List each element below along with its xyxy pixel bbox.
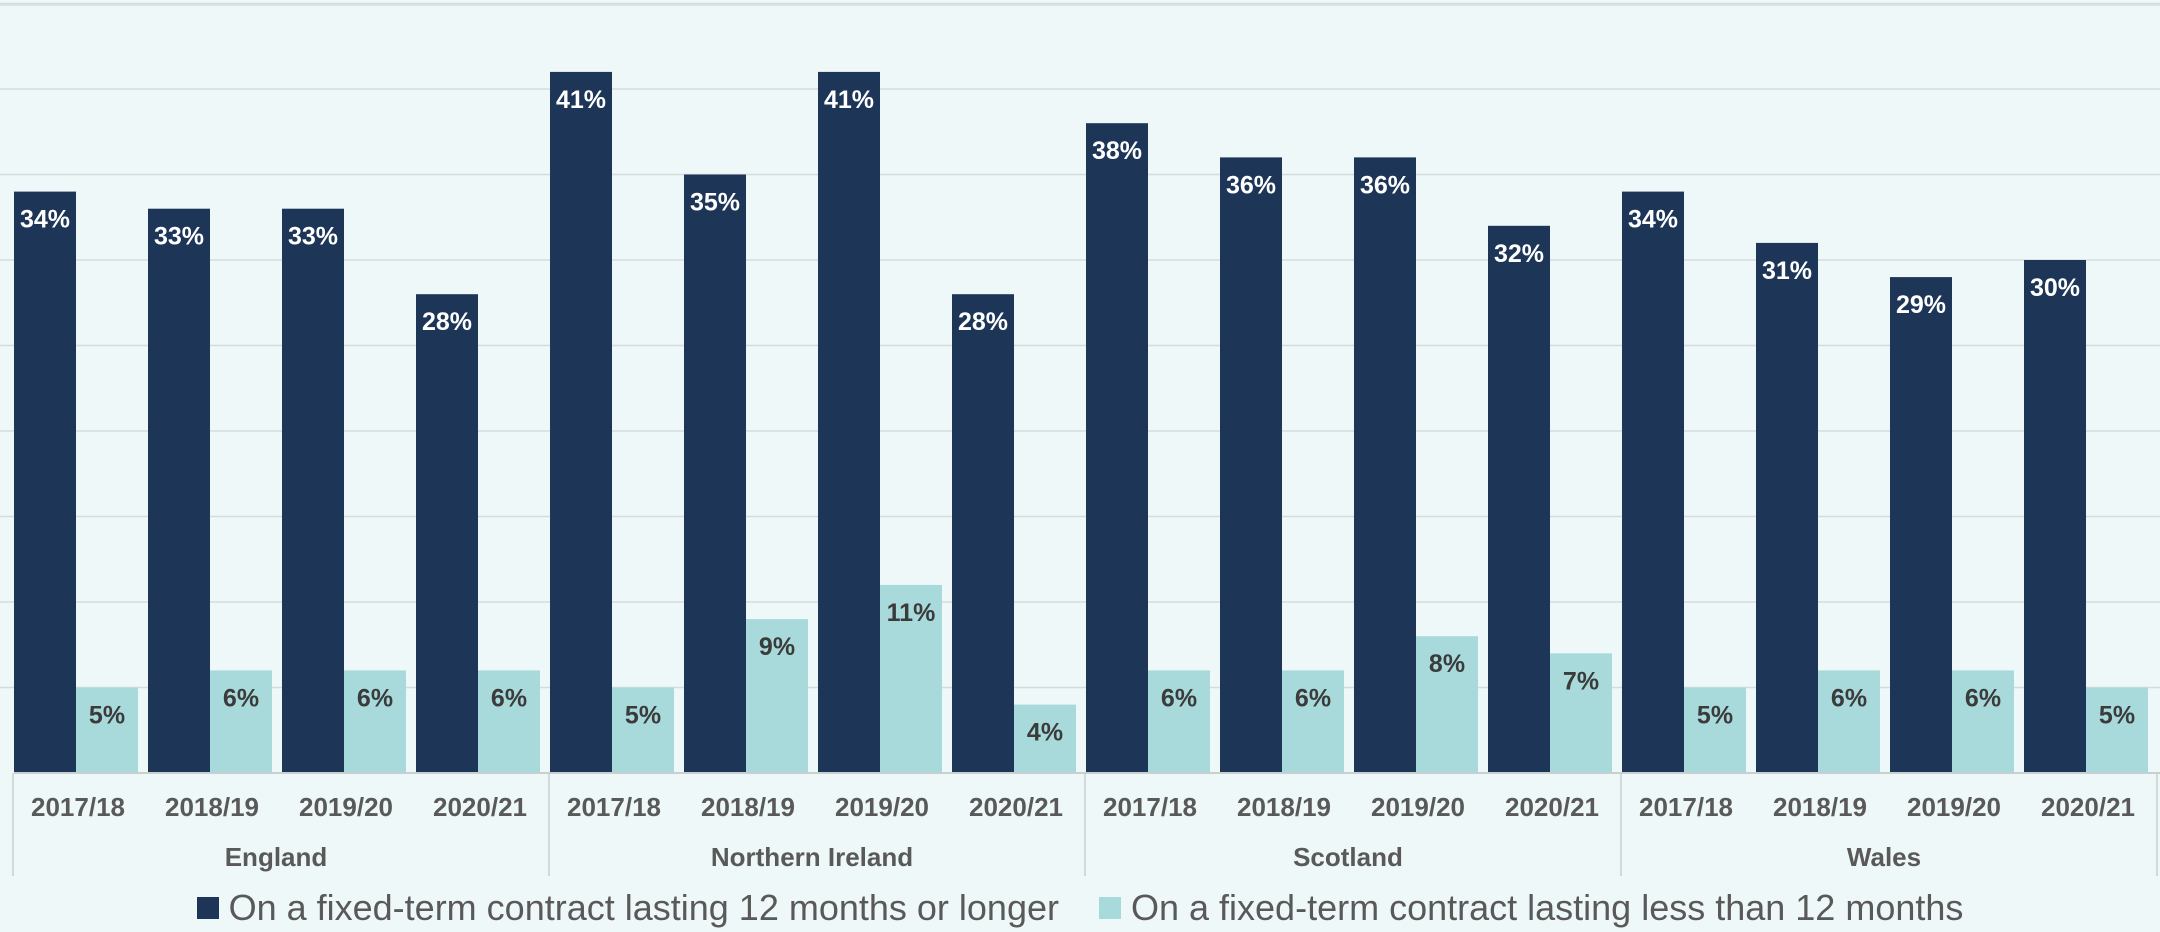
- legend: On a fixed-term contract lasting 12 mont…: [0, 884, 2160, 932]
- bar-series-2: [1818, 670, 1880, 773]
- legend-label-series-1: On a fixed-term contract lasting 12 mont…: [228, 887, 1059, 928]
- x-tick-label: 2020/21: [969, 792, 1063, 822]
- bar-series-2: [746, 619, 808, 773]
- data-label: 7%: [1563, 667, 1599, 695]
- data-label: 32%: [1494, 240, 1544, 268]
- x-tick-label: 2018/19: [1237, 792, 1331, 822]
- bar-series-2: [1416, 636, 1478, 773]
- bar-series-2: [612, 687, 674, 773]
- x-tick-label: 2020/21: [2041, 792, 2135, 822]
- x-tick-label: 2019/20: [835, 792, 929, 822]
- data-label: 6%: [491, 684, 527, 712]
- legend-item-series-1: On a fixed-term contract lasting 12 mont…: [196, 887, 1059, 929]
- bar-series-2: [1952, 670, 2014, 773]
- data-label: 5%: [1697, 702, 1733, 730]
- data-label: 6%: [357, 684, 393, 712]
- bar-series-2: [2086, 687, 2148, 773]
- x-tick-label: 2018/19: [701, 792, 795, 822]
- x-tick-label: 2019/20: [299, 792, 393, 822]
- data-label: 5%: [89, 702, 125, 730]
- data-label: 41%: [556, 86, 606, 114]
- bar-series-1: [952, 294, 1014, 773]
- legend-swatch-series-2: [1098, 897, 1121, 919]
- x-tick-label: 2017/18: [31, 792, 125, 822]
- data-label: 36%: [1226, 171, 1276, 199]
- x-tick-label: 2019/20: [1907, 792, 2001, 822]
- x-tick-label: 2020/21: [433, 792, 527, 822]
- legend-swatch-series-1: [196, 897, 219, 919]
- bar-series-2: [76, 687, 138, 773]
- data-label: 35%: [690, 189, 740, 217]
- bar-series-2: [478, 670, 540, 773]
- data-label: 6%: [1295, 684, 1331, 712]
- bar-series-1: [550, 71, 612, 773]
- data-label: 28%: [422, 308, 472, 336]
- legend-label-series-2: On a fixed-term contract lasting less th…: [1130, 887, 1964, 928]
- bar-series-2: [1282, 670, 1344, 773]
- data-label: 5%: [625, 702, 661, 730]
- bar-series-1: [148, 208, 210, 773]
- data-label: 34%: [1628, 206, 1678, 234]
- legend-item-series-2: On a fixed-term contract lasting less th…: [1098, 887, 1964, 929]
- bar-series-1: [684, 174, 746, 773]
- data-label: 6%: [1161, 684, 1197, 712]
- bar-series-1: [2024, 260, 2086, 773]
- data-label: 29%: [1896, 291, 1946, 319]
- bar-series-1: [1488, 225, 1550, 774]
- data-label: 6%: [1831, 684, 1867, 712]
- data-label: 36%: [1360, 171, 1410, 199]
- bar-chart: 34% 5% 2017/18 33% 6% 2018/19 33% 6% 2019/20 28% 6…: [0, 2, 2160, 876]
- x-tick-label: 2017/18: [1639, 792, 1733, 822]
- x-tick-label: 2018/19: [165, 792, 259, 822]
- data-label: 6%: [1965, 684, 2001, 712]
- data-label: 4%: [1027, 719, 1063, 747]
- x-tick-label: 2019/20: [1371, 792, 1465, 822]
- bar-series-2: [880, 584, 942, 773]
- bar-series-2: [1148, 670, 1210, 773]
- data-label: 33%: [288, 223, 338, 251]
- bar-series-2: [1684, 687, 1746, 773]
- bar-series-1: [1220, 157, 1282, 773]
- bar-series-1: [1354, 157, 1416, 773]
- bar-series-1: [1756, 242, 1818, 773]
- group-label: England: [225, 842, 328, 872]
- group-label: Northern Ireland: [711, 842, 913, 872]
- data-label: 33%: [154, 223, 204, 251]
- x-tick-label: 2020/21: [1505, 792, 1599, 822]
- bar-series-1: [818, 71, 880, 773]
- bar-series-1: [416, 294, 478, 773]
- bar-series-2: [1014, 704, 1076, 773]
- data-label: 28%: [958, 308, 1008, 336]
- data-label: 34%: [20, 206, 70, 234]
- data-label: 9%: [759, 633, 795, 661]
- data-label: 5%: [2099, 702, 2135, 730]
- x-tick-label: 2018/19: [1773, 792, 1867, 822]
- data-label: 8%: [1429, 650, 1465, 678]
- data-label: 6%: [223, 684, 259, 712]
- data-label: 11%: [887, 599, 936, 627]
- bar-series-2: [344, 670, 406, 773]
- bar-series-1: [1086, 123, 1148, 773]
- bar-series-1: [14, 191, 76, 774]
- bar-series-2: [1550, 653, 1612, 773]
- bar-series-1: [1890, 277, 1952, 773]
- data-label: 41%: [824, 86, 874, 114]
- data-label: 30%: [2030, 274, 2080, 302]
- x-tick-label: 2017/18: [567, 792, 661, 822]
- data-label: 31%: [1762, 257, 1812, 285]
- data-label: 38%: [1092, 137, 1142, 165]
- bar-series-1: [282, 208, 344, 773]
- bar-series-2: [210, 670, 272, 773]
- bar-series-1: [1622, 191, 1684, 774]
- group-label: Wales: [1847, 842, 1921, 872]
- x-tick-label: 2017/18: [1103, 792, 1197, 822]
- group-label: Scotland: [1293, 842, 1403, 872]
